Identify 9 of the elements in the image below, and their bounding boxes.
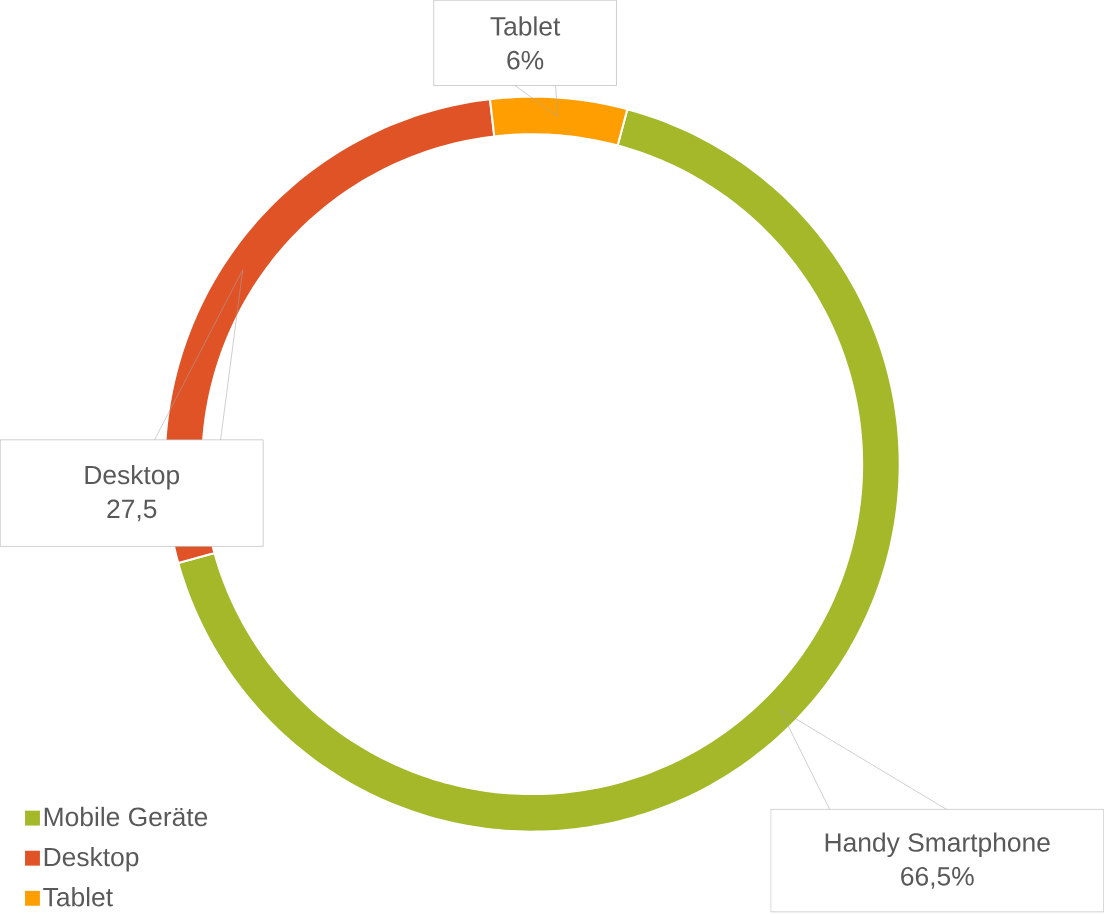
text: Handy Smartphone xyxy=(825,832,1050,858)
text: Tablet xyxy=(490,16,561,36)
data-label: 27,5 xyxy=(107,499,157,522)
data-label: 6% xyxy=(507,51,544,70)
text: Desktop xyxy=(85,465,180,490)
legend-label: Mobile Geräte xyxy=(44,807,208,827)
legend-label: Tablet xyxy=(43,887,113,907)
legend-label: Desktop xyxy=(44,847,139,872)
data-label: 66,5% xyxy=(901,867,974,889)
